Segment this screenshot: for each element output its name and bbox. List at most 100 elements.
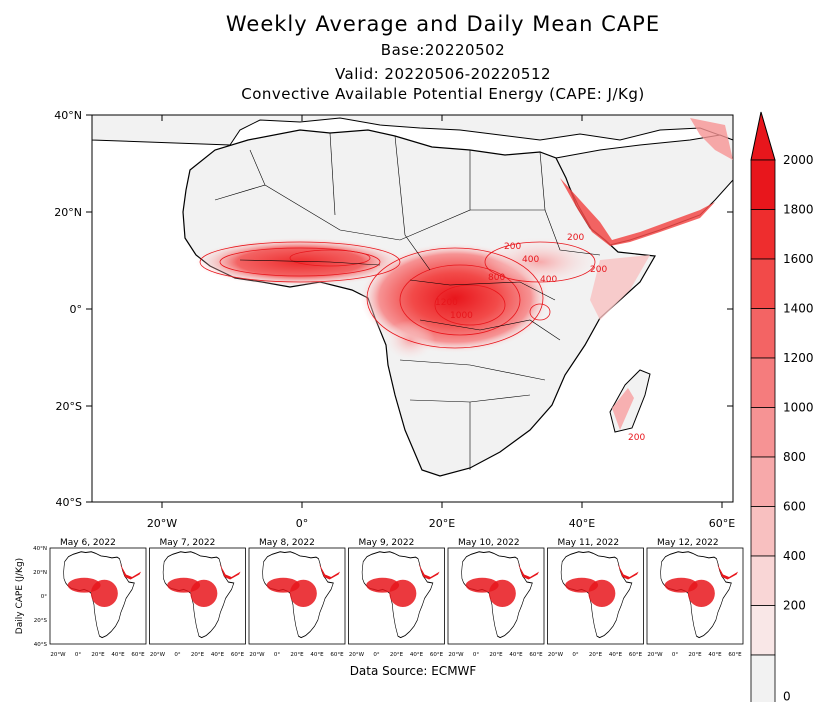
data-source: Data Source: ECMWF — [349, 664, 477, 678]
lat-label-20n: 20°N — [54, 206, 82, 219]
daily-panel-map — [262, 551, 341, 639]
daily-lon-label: 40°E — [708, 652, 722, 658]
daily-panel-date: May 7, 2022 — [160, 538, 216, 548]
daily-panel: May 9, 2022 20°W 0° 20°E 40°E 60°E — [348, 538, 445, 658]
daily-panel-map — [461, 551, 540, 639]
daily-lon-label: 20°W — [548, 652, 564, 658]
colorbar-swatch — [750, 357, 776, 408]
daily-cape-redsea — [219, 563, 241, 580]
daily-lon-label: 20°E — [688, 652, 702, 658]
lon-label-0: 0° — [296, 517, 309, 530]
daily-lon-label: 20°W — [150, 652, 166, 658]
colorbar-label: 800 — [783, 450, 806, 464]
chart-subtitle: Convective Available Potential Energy (C… — [241, 85, 645, 103]
contour-label: 200 — [504, 242, 521, 252]
daily-lon-label: 40°E — [509, 652, 523, 658]
colorbar-swatch — [750, 506, 776, 557]
daily-cape-congo — [90, 579, 118, 608]
daily-lon-label: 20°W — [647, 652, 663, 658]
lon-label-20e: 20°E — [429, 517, 455, 530]
daily-lat-label: 40°N — [33, 546, 47, 552]
daily-panel-map — [660, 551, 739, 639]
cape-contours — [199, 241, 596, 349]
colorbar-swatch — [750, 456, 776, 507]
lat-label-40n: 40°N — [54, 109, 82, 122]
daily-panel-date: May 10, 2022 — [458, 538, 520, 548]
colorbar-swatch — [750, 159, 776, 210]
lon-label-20w: 20°W — [147, 517, 177, 530]
daily-panel: May 10, 2022 20°W 0° 20°E 40°E 60°E — [447, 538, 545, 658]
lon-label-60e: 60°E — [709, 517, 735, 530]
daily-lon-label: 60°E — [728, 652, 742, 658]
colorbar-label: 1000 — [783, 401, 814, 415]
daily-lon-label: 20°W — [349, 652, 365, 658]
daily-panel-map — [162, 551, 241, 639]
colorbar-swatch — [750, 308, 776, 359]
chart-title: Weekly Average and Daily Mean CAPE — [225, 12, 661, 36]
daily-lon-label: 20°W — [50, 652, 66, 658]
daily-lat-label: 0° — [41, 594, 47, 600]
daily-lat-label: 40°S — [34, 642, 48, 648]
colorbar-swatch — [750, 258, 776, 309]
daily-lon-label: 60°E — [529, 652, 543, 658]
daily-panel-date: May 6, 2022 — [60, 538, 116, 548]
daily-panel-date: May 9, 2022 — [359, 538, 415, 548]
daily-cape-redsea — [518, 563, 540, 580]
daily-panel: May 12, 2022 20°W 0° 20°E 40°E 60°E — [646, 538, 744, 658]
contour-label: 1200 — [435, 298, 458, 308]
daily-lon-label: 20°E — [390, 652, 404, 658]
daily-lon-label: 60°E — [131, 652, 145, 658]
colorbar-swatch — [750, 654, 776, 702]
map-layer — [92, 115, 733, 477]
daily-cape-congo — [687, 579, 715, 608]
colorbar-label: 200 — [783, 599, 806, 613]
daily-cape-redsea — [418, 563, 440, 580]
daily-lon-label: 0° — [572, 652, 578, 658]
daily-panel-map — [560, 551, 639, 639]
contour-label: 800 — [488, 273, 505, 283]
colorbar-label: 1200 — [783, 351, 814, 365]
contour-label: 200 — [628, 433, 645, 443]
base-date: Base:20220502 — [380, 41, 506, 59]
colorbar-swatch — [750, 555, 776, 606]
lat-labels: 40°N 20°N 0° 20°S 40°S — [54, 109, 82, 509]
daily-cape-congo — [389, 579, 417, 608]
daily-lon-label: 60°E — [629, 652, 643, 658]
lon-label-40e: 40°E — [569, 517, 595, 530]
lat-label-40s: 40°S — [56, 496, 82, 509]
colorbar-arrow — [750, 111, 776, 161]
contour-value-labels: 200 200 200 400 800 1000 1200 200 400 — [435, 233, 645, 443]
daily-panel-map — [361, 551, 440, 639]
colorbar-swatch — [750, 407, 776, 458]
daily-lon-label: 40°E — [609, 652, 623, 658]
daily-lon-label: 20°E — [191, 652, 205, 658]
daily-cape-redsea — [120, 563, 142, 580]
lon-labels: 20°W 0° 20°E 40°E 60°E — [147, 517, 735, 530]
daily-lon-label: 20°W — [249, 652, 265, 658]
daily-ylabel: Daily CAPE (J/Kg) — [15, 558, 25, 634]
daily-lat-label: 20°S — [34, 618, 48, 624]
daily-lon-label: 20°E — [91, 652, 105, 658]
daily-lon-label: 60°E — [430, 652, 444, 658]
daily-panel-date: May 12, 2022 — [657, 538, 719, 548]
daily-cape-redsea — [617, 563, 639, 580]
daily-lon-label: 0° — [672, 652, 678, 658]
lat-label-0: 0° — [70, 303, 83, 316]
colorbar-label: 1600 — [783, 252, 814, 266]
colorbar-label: 400 — [783, 549, 806, 563]
daily-lon-label: 20°E — [489, 652, 503, 658]
contour-label: 1000 — [450, 311, 473, 321]
daily-lon-label: 0° — [373, 652, 379, 658]
daily-lat-label: 20°N — [33, 570, 47, 576]
daily-panel: May 8, 2022 20°W 0° 20°E 40°E 60°E — [248, 538, 346, 658]
daily-panels: May 6, 2022 20°W 0° 20°E 40°E 60°E May 7, 2022… — [33, 538, 744, 658]
colorbar-label: 0 — [783, 690, 791, 702]
daily-cape-congo — [488, 579, 516, 608]
daily-lon-label: 20°W — [448, 652, 464, 658]
daily-lon-label: 20°E — [589, 652, 603, 658]
daily-lon-label: 60°E — [330, 652, 344, 658]
daily-panel-map — [63, 551, 142, 639]
daily-lon-label: 40°E — [410, 652, 424, 658]
